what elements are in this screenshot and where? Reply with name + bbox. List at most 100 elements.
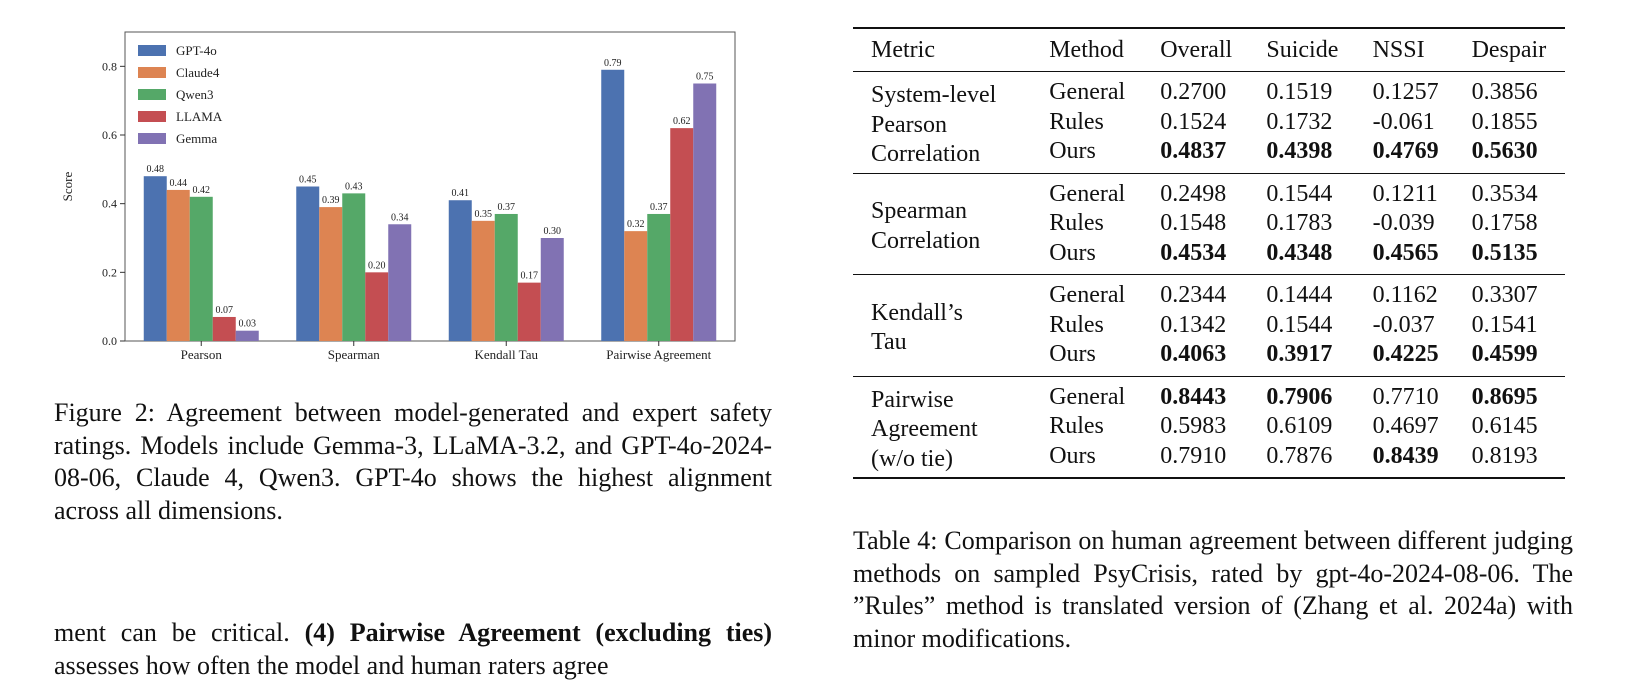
table-row: Pairwise Agreement (w/o tie) General 0.8443 0…: [853, 376, 1565, 472]
table-group: Pairwise Agreement (w/o tie) General 0.8443 0…: [853, 376, 1565, 478]
legend-swatch: [138, 111, 166, 122]
legend-swatch: [138, 45, 166, 56]
method-cell: Rules: [1049, 311, 1104, 338]
metric-cell: System-level Pearson Correlation: [853, 72, 1033, 174]
y-axis-label: Score: [60, 171, 75, 201]
value-cell: 0.1548: [1160, 210, 1227, 236]
column-header-despair: Despair: [1471, 36, 1547, 63]
x-tick-label: Pearson: [181, 347, 223, 362]
bar: [212, 316, 236, 341]
table-row: Ours 0.4534 0.4348 0.4565 0.5135: [853, 239, 1565, 275]
bar-value-label: 0.32: [627, 219, 645, 230]
legend-label: Gemma: [176, 131, 217, 146]
column-header-overall: Overall: [1160, 36, 1233, 63]
method-cell: Rules: [1049, 108, 1104, 135]
table-row: Rules 0.1548 0.1783 -0.039 0.1758: [853, 209, 1565, 239]
bar: [235, 330, 259, 341]
table-row: Rules 0.5983 0.6109 0.4697 0.6145: [853, 412, 1565, 442]
value-cell: 0.1544: [1266, 311, 1333, 338]
bar: [319, 207, 343, 341]
y-tick-label: 0.4: [102, 197, 117, 211]
column-header-metric: Metric: [871, 36, 935, 63]
value-cell: 0.4697: [1372, 413, 1439, 439]
legend-swatch: [138, 133, 166, 144]
value-cell: 0.7876: [1266, 442, 1333, 469]
value-cell: 0.4837: [1160, 138, 1227, 164]
figure-caption: Figure 2: Agreement between model-genera…: [54, 398, 772, 525]
legend-label: Qwen3: [176, 87, 214, 102]
plot-frame: [124, 31, 736, 342]
metric-cell: Kendall’s Tau: [853, 275, 1033, 377]
bar-value-label: 0.44: [170, 178, 188, 189]
value-cell: -0.061: [1372, 108, 1435, 135]
bar-value-label: 0.41: [452, 188, 470, 199]
table-header-row: Metric Method Overall Suicide NSSI Despa…: [853, 28, 1565, 72]
value-cell: 0.1211: [1372, 180, 1438, 207]
metric-line: (w/o tie): [871, 445, 953, 472]
bar: [448, 200, 472, 341]
method-cell: Rules: [1049, 210, 1104, 236]
method-cell: General: [1049, 180, 1126, 207]
value-cell: 0.8443: [1160, 383, 1227, 410]
value-cell: 0.1544: [1266, 180, 1333, 207]
metric-cell: Pairwise Agreement (w/o tie): [853, 376, 1033, 478]
value-cell: 0.8193: [1471, 442, 1538, 469]
value-cell: 0.4534: [1160, 239, 1227, 266]
method-cell: Ours: [1049, 442, 1096, 469]
bar: [189, 196, 213, 341]
bar-value-label: 0.39: [322, 195, 340, 206]
bar: [601, 69, 625, 341]
bar-value-label: 0.62: [673, 116, 691, 127]
value-cell: 0.2700: [1160, 79, 1227, 105]
legend-swatch: [138, 89, 166, 100]
bar-value-label: 0.37: [650, 202, 668, 213]
legend-swatch: [138, 67, 166, 78]
value-cell: 0.7906: [1266, 383, 1333, 410]
x-tick-label: Kendall Tau: [475, 347, 539, 362]
method-cell: Ours: [1049, 138, 1096, 164]
value-cell: 0.8695: [1471, 383, 1538, 410]
value-cell: 0.1257: [1372, 79, 1439, 105]
x-tick-label: Pairwise Agreement: [606, 347, 711, 362]
value-cell: 0.1783: [1266, 210, 1333, 236]
table-caption: Table 4: Comparison on human agreement b…: [853, 526, 1573, 653]
value-cell: 0.1541: [1471, 311, 1538, 338]
bar: [670, 128, 694, 341]
value-cell: 0.5630: [1471, 138, 1538, 164]
value-cell: 0.4063: [1160, 341, 1227, 367]
bar-value-label: 0.43: [345, 181, 363, 192]
bar-value-label: 0.17: [521, 271, 539, 282]
metric-line: Kendall’s: [871, 299, 963, 326]
metric-line: Correlation: [871, 141, 981, 167]
value-cell: 0.1162: [1372, 282, 1438, 308]
bar: [143, 176, 167, 341]
bar: [693, 83, 717, 341]
metric-line: System-level: [871, 82, 997, 108]
bar: [647, 213, 671, 341]
legend-label: GPT-4o: [176, 43, 217, 58]
legend-label: LLAMA: [176, 109, 223, 124]
bar-value-label: 0.20: [368, 260, 386, 271]
value-cell: 0.2344: [1160, 282, 1227, 308]
metric-line: Pearson: [871, 111, 947, 138]
column-header-method: Method: [1049, 36, 1124, 63]
value-cell: 0.5983: [1160, 413, 1227, 439]
method-cell: Ours: [1049, 239, 1096, 266]
results-table: Metric Method Overall Suicide NSSI Despa…: [853, 27, 1565, 479]
metric-line: Tau: [871, 329, 907, 356]
y-tick-label: 0.0: [102, 334, 117, 348]
metric-line: Correlation: [871, 227, 981, 254]
metric-line: Agreement: [871, 416, 978, 442]
method-cell: General: [1049, 282, 1126, 308]
table-group: Kendall’s Tau General 0.2344 0.1444 0.1162 0.3…: [853, 275, 1565, 377]
y-tick-label: 0.2: [102, 265, 117, 279]
bar-value-label: 0.48: [147, 164, 165, 175]
value-cell: 0.7910: [1160, 442, 1227, 469]
value-cell: 0.1444: [1266, 282, 1333, 308]
bar: [494, 213, 518, 341]
bar-value-label: 0.79: [604, 58, 622, 69]
bar-value-label: 0.42: [193, 185, 211, 196]
value-cell: 0.4348: [1266, 239, 1333, 266]
value-cell: 0.3917: [1266, 341, 1333, 367]
table-row: System-level Pearson Correlation General 0.2…: [853, 72, 1565, 167]
